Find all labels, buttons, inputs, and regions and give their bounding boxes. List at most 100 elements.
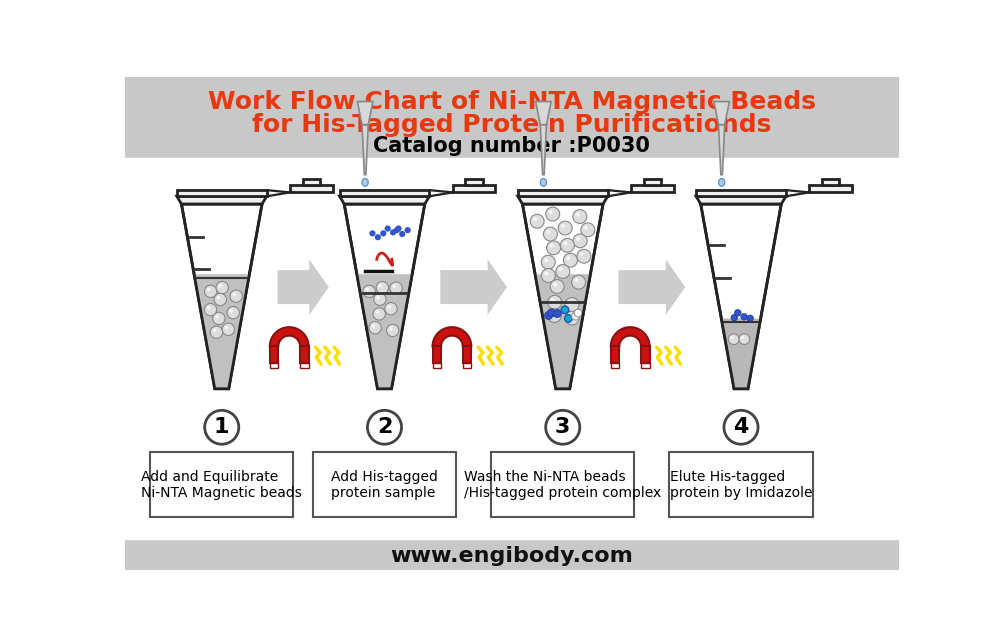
Circle shape xyxy=(575,212,579,217)
Polygon shape xyxy=(300,346,309,363)
Circle shape xyxy=(574,278,578,282)
Circle shape xyxy=(390,282,403,294)
Circle shape xyxy=(388,305,391,309)
Bar xyxy=(643,179,660,185)
Polygon shape xyxy=(358,101,373,124)
Circle shape xyxy=(372,324,375,328)
Text: 1: 1 xyxy=(214,417,230,437)
Circle shape xyxy=(730,336,733,339)
Polygon shape xyxy=(433,327,472,346)
Circle shape xyxy=(544,312,552,319)
Polygon shape xyxy=(522,204,603,389)
Circle shape xyxy=(215,315,219,319)
Circle shape xyxy=(739,334,749,344)
Bar xyxy=(303,179,320,185)
Circle shape xyxy=(550,312,554,315)
Circle shape xyxy=(214,294,227,306)
Bar xyxy=(466,179,483,185)
Circle shape xyxy=(394,227,400,233)
Polygon shape xyxy=(610,327,649,346)
Bar xyxy=(822,179,839,185)
Ellipse shape xyxy=(540,179,546,187)
Circle shape xyxy=(545,410,579,444)
Circle shape xyxy=(381,230,387,237)
Circle shape xyxy=(576,237,580,241)
Circle shape xyxy=(205,410,239,444)
Circle shape xyxy=(368,410,402,444)
Circle shape xyxy=(546,241,560,254)
Polygon shape xyxy=(270,346,279,363)
Bar xyxy=(125,539,899,570)
Circle shape xyxy=(230,290,243,303)
Circle shape xyxy=(210,326,223,338)
Bar xyxy=(631,185,673,192)
Polygon shape xyxy=(517,196,607,204)
Circle shape xyxy=(374,293,386,305)
Circle shape xyxy=(563,253,577,267)
Ellipse shape xyxy=(362,179,369,187)
Bar xyxy=(696,190,786,196)
Bar xyxy=(809,185,852,192)
Circle shape xyxy=(561,224,565,228)
Circle shape xyxy=(233,292,236,296)
Circle shape xyxy=(530,214,544,228)
Circle shape xyxy=(213,312,225,324)
Circle shape xyxy=(724,410,758,444)
Circle shape xyxy=(387,324,399,337)
Text: 3: 3 xyxy=(555,417,570,437)
Polygon shape xyxy=(357,274,413,389)
Text: www.engibody.com: www.engibody.com xyxy=(391,546,633,566)
Circle shape xyxy=(544,271,548,276)
Polygon shape xyxy=(721,319,760,389)
Circle shape xyxy=(577,249,591,263)
Circle shape xyxy=(222,323,235,335)
Circle shape xyxy=(571,312,579,320)
Circle shape xyxy=(571,275,585,289)
Bar xyxy=(463,363,472,368)
Circle shape xyxy=(565,311,579,325)
Bar xyxy=(300,363,309,368)
Bar xyxy=(340,190,430,196)
Circle shape xyxy=(363,285,376,297)
Circle shape xyxy=(547,296,561,309)
Circle shape xyxy=(213,329,217,332)
Circle shape xyxy=(574,309,582,317)
Circle shape xyxy=(390,229,397,235)
Ellipse shape xyxy=(718,179,724,187)
Circle shape xyxy=(747,315,753,321)
Circle shape xyxy=(385,226,391,231)
Bar xyxy=(125,77,899,158)
Circle shape xyxy=(546,230,550,234)
Circle shape xyxy=(550,298,554,303)
Polygon shape xyxy=(718,124,724,175)
Circle shape xyxy=(741,336,744,339)
Polygon shape xyxy=(182,204,262,389)
Polygon shape xyxy=(270,327,309,346)
Circle shape xyxy=(573,234,587,247)
Circle shape xyxy=(393,285,396,288)
Circle shape xyxy=(205,285,217,297)
Circle shape xyxy=(555,265,569,278)
Polygon shape xyxy=(714,101,729,124)
Circle shape xyxy=(385,303,398,315)
Circle shape xyxy=(548,210,552,214)
Circle shape xyxy=(379,284,383,288)
Polygon shape xyxy=(610,346,619,363)
Polygon shape xyxy=(194,274,250,389)
Polygon shape xyxy=(345,204,425,389)
Circle shape xyxy=(563,241,567,246)
Bar xyxy=(517,190,607,196)
Bar xyxy=(433,363,442,368)
Circle shape xyxy=(558,267,562,272)
Circle shape xyxy=(541,255,555,269)
Circle shape xyxy=(532,217,537,221)
Bar xyxy=(290,185,333,192)
Circle shape xyxy=(541,269,555,283)
Circle shape xyxy=(370,230,376,237)
Circle shape xyxy=(225,326,229,329)
Circle shape xyxy=(552,282,557,287)
Circle shape xyxy=(741,313,747,320)
FancyBboxPatch shape xyxy=(150,452,294,517)
Circle shape xyxy=(230,309,233,313)
Circle shape xyxy=(207,288,211,292)
